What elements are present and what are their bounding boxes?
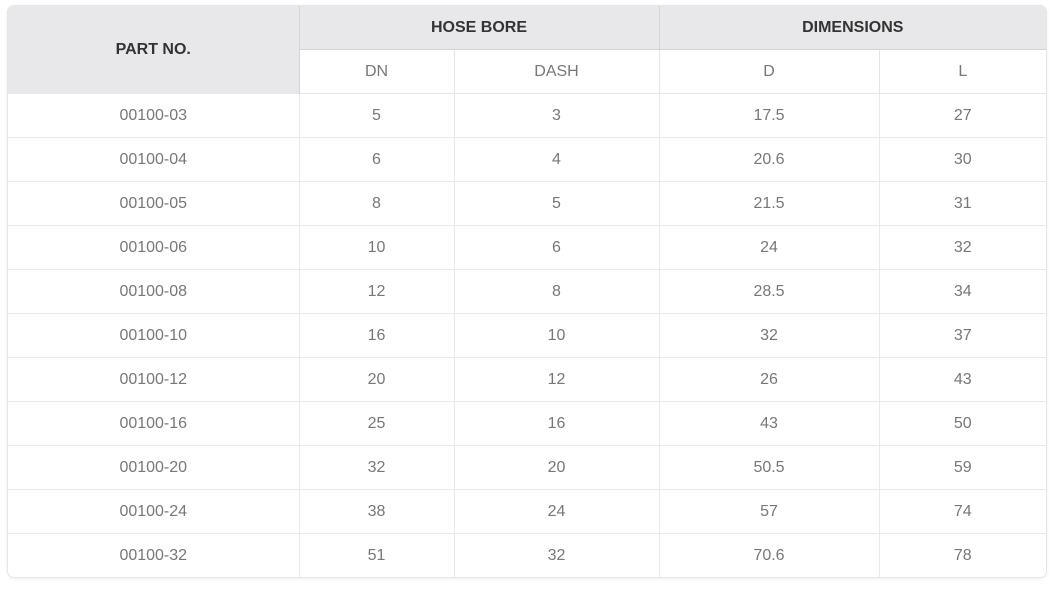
header-l: L <box>878 49 1046 94</box>
table-row: 00100-06 10 6 24 32 <box>8 225 1046 270</box>
cell-d: 57 <box>658 489 880 534</box>
cell-dn: 5 <box>298 93 454 138</box>
cell-dash: 32 <box>453 533 660 577</box>
cell-d: 26 <box>658 357 880 402</box>
cell-l: 78 <box>878 533 1046 577</box>
cell-dn: 51 <box>298 533 454 577</box>
cell-dn: 25 <box>298 401 454 446</box>
header-hose-bore: HOSE BORE <box>299 6 660 50</box>
header-dn: DN <box>299 49 454 94</box>
cell-part-no: 00100-32 <box>8 533 299 577</box>
header-dash: DASH <box>453 49 660 94</box>
cell-dash: 20 <box>453 445 660 490</box>
table-row: 00100-16 25 16 43 50 <box>8 401 1046 446</box>
table-row: 00100-08 12 8 28.5 34 <box>8 269 1046 314</box>
table-header: PART NO. HOSE BORE DIMENSIONS DN DASH D … <box>8 6 1046 94</box>
cell-dn: 32 <box>298 445 454 490</box>
table-row: 00100-10 16 10 32 37 <box>8 313 1046 358</box>
cell-part-no: 00100-10 <box>8 313 299 358</box>
table-row: 00100-03 5 3 17.5 27 <box>8 93 1046 138</box>
cell-d: 17.5 <box>658 93 880 138</box>
cell-part-no: 00100-06 <box>8 225 299 270</box>
header-row-groups: PART NO. HOSE BORE DIMENSIONS <box>8 6 1046 94</box>
cell-part-no: 00100-16 <box>8 401 299 446</box>
table-body: 00100-03 5 3 17.5 27 00100-04 6 4 20.6 3… <box>8 93 1046 577</box>
cell-part-no: 00100-12 <box>8 357 299 402</box>
cell-d: 70.6 <box>658 533 880 577</box>
cell-part-no: 00100-24 <box>8 489 299 534</box>
cell-d: 28.5 <box>658 269 880 314</box>
cell-dn: 6 <box>298 137 454 182</box>
cell-dash: 24 <box>453 489 660 534</box>
header-dimensions: DIMENSIONS <box>658 6 1046 50</box>
cell-d: 43 <box>658 401 880 446</box>
cell-l: 34 <box>878 269 1046 314</box>
spec-table-container: PART NO. HOSE BORE DIMENSIONS DN DASH D … <box>8 6 1046 577</box>
cell-dash: 4 <box>453 137 660 182</box>
cell-d: 24 <box>658 225 880 270</box>
header-d: D <box>658 49 880 94</box>
cell-l: 50 <box>878 401 1046 446</box>
cell-d: 32 <box>658 313 880 358</box>
cell-d: 20.6 <box>658 137 880 182</box>
cell-dash: 5 <box>453 181 660 226</box>
table-row: 00100-04 6 4 20.6 30 <box>8 137 1046 182</box>
table-row: 00100-05 8 5 21.5 31 <box>8 181 1046 226</box>
cell-dash: 10 <box>453 313 660 358</box>
cell-dn: 16 <box>298 313 454 358</box>
header-part-no: PART NO. <box>8 6 300 94</box>
cell-d: 50.5 <box>658 445 880 490</box>
cell-l: 30 <box>878 137 1046 182</box>
cell-dn: 8 <box>298 181 454 226</box>
cell-dn: 10 <box>298 225 454 270</box>
hose-fitting-spec-table: PART NO. HOSE BORE DIMENSIONS DN DASH D … <box>8 6 1046 577</box>
cell-part-no: 00100-05 <box>8 181 299 226</box>
cell-l: 59 <box>878 445 1046 490</box>
cell-l: 27 <box>878 93 1046 138</box>
cell-d: 21.5 <box>658 181 880 226</box>
cell-l: 32 <box>878 225 1046 270</box>
header-row-subcolumns: DN DASH D L <box>8 49 1046 94</box>
cell-dash: 16 <box>453 401 660 446</box>
table-row: 00100-24 38 24 57 74 <box>8 489 1046 534</box>
cell-l: 74 <box>878 489 1046 534</box>
table-row: 00100-32 51 32 70.6 78 <box>8 533 1046 577</box>
cell-l: 43 <box>878 357 1046 402</box>
cell-part-no: 00100-03 <box>8 93 299 138</box>
cell-dash: 8 <box>453 269 660 314</box>
table-row: 00100-12 20 12 26 43 <box>8 357 1046 402</box>
cell-dash: 3 <box>453 93 660 138</box>
cell-l: 31 <box>878 181 1046 226</box>
cell-part-no: 00100-04 <box>8 137 299 182</box>
cell-part-no: 00100-08 <box>8 269 299 314</box>
cell-dash: 6 <box>453 225 660 270</box>
cell-dn: 38 <box>298 489 454 534</box>
table-row: 00100-20 32 20 50.5 59 <box>8 445 1046 490</box>
cell-l: 37 <box>878 313 1046 358</box>
cell-part-no: 00100-20 <box>8 445 299 490</box>
cell-dash: 12 <box>453 357 660 402</box>
cell-dn: 20 <box>298 357 454 402</box>
cell-dn: 12 <box>298 269 454 314</box>
